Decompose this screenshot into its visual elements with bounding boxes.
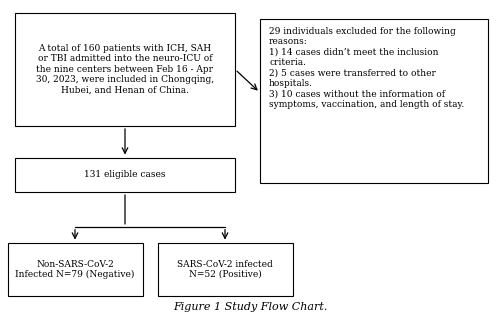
FancyBboxPatch shape xyxy=(260,19,488,183)
Text: Non-SARS-CoV-2
Infected N=79 (Negative): Non-SARS-CoV-2 Infected N=79 (Negative) xyxy=(16,260,134,279)
FancyBboxPatch shape xyxy=(158,243,292,296)
FancyBboxPatch shape xyxy=(15,13,235,126)
Text: A total of 160 patients with ICH, SAH
or TBI admitted into the neuro-ICU of
the : A total of 160 patients with ICH, SAH or… xyxy=(36,44,214,94)
FancyBboxPatch shape xyxy=(8,243,142,296)
Text: Figure 1 Study Flow Chart.: Figure 1 Study Flow Chart. xyxy=(173,302,327,312)
Text: SARS-CoV-2 infected
N=52 (Positive): SARS-CoV-2 infected N=52 (Positive) xyxy=(177,260,273,279)
FancyBboxPatch shape xyxy=(15,158,235,192)
Text: 131 eligible cases: 131 eligible cases xyxy=(84,170,166,179)
Text: 29 individuals excluded for the following
reasons:
1) 14 cases didn’t meet the i: 29 individuals excluded for the followin… xyxy=(269,27,464,109)
